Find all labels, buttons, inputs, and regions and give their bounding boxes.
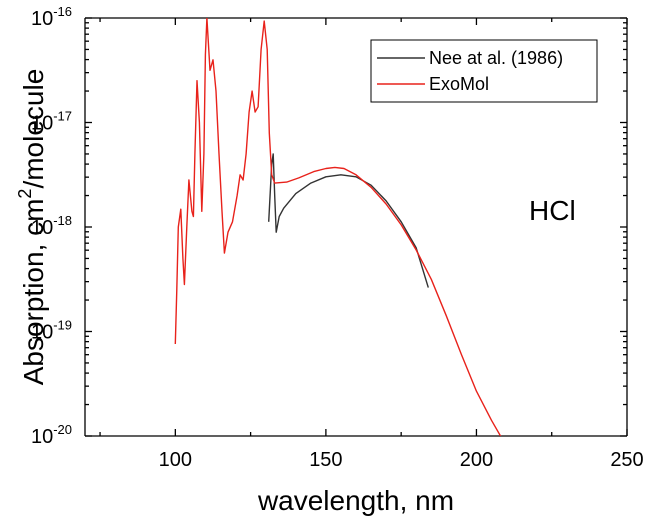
y-tick-label: 10-18 [31, 213, 72, 239]
ticks [85, 17, 628, 437]
y-axis-title-rest: /molecule [18, 69, 49, 189]
y-tick-label-exp: -18 [53, 213, 72, 228]
series-nee-1986 [268, 153, 429, 288]
y-tick-label-base: 10 [31, 217, 53, 239]
y-tick-label-exp: -19 [53, 318, 72, 333]
y-tick-label: 10-17 [31, 109, 72, 135]
y-axis-title-main: Absorption, cm [18, 199, 49, 386]
legend-box [370, 39, 598, 103]
y-tick-label: 10-20 [31, 422, 72, 448]
y-tick-label-base: 10 [31, 8, 53, 30]
series-exomol [174, 18, 502, 436]
y-tick-label-exp: -16 [53, 4, 72, 19]
x-tick-labels: 100 150 200 250 [159, 449, 644, 471]
series-layer [174, 18, 502, 436]
molecule-annotation: HCl [529, 195, 576, 226]
y-tick-label: 10-19 [31, 318, 72, 344]
x-tick-label: 200 [460, 449, 493, 471]
y-tick-label: 10-16 [31, 4, 72, 30]
legend: Nee at al. (1986) ExoMol [370, 39, 598, 103]
y-tick-label-exp: -20 [53, 422, 72, 437]
y-axis-title-sup: 2 [15, 189, 35, 199]
x-tick-label: 250 [610, 449, 643, 471]
x-tick-label: 100 [159, 449, 192, 471]
y-axis-title: Absorption, cm2/molecule [15, 69, 49, 386]
y-tick-label-base: 10 [31, 426, 53, 448]
legend-label-exomol: ExoMol [429, 74, 489, 94]
y-tick-label-base: 10 [31, 113, 53, 135]
y-tick-label-base: 10 [31, 322, 53, 344]
y-tick-label-exp: -17 [53, 109, 72, 124]
x-tick-label: 150 [309, 449, 342, 471]
x-axis-title: wavelength, nm [257, 485, 454, 516]
legend-label-nee: Nee at al. (1986) [429, 48, 563, 68]
